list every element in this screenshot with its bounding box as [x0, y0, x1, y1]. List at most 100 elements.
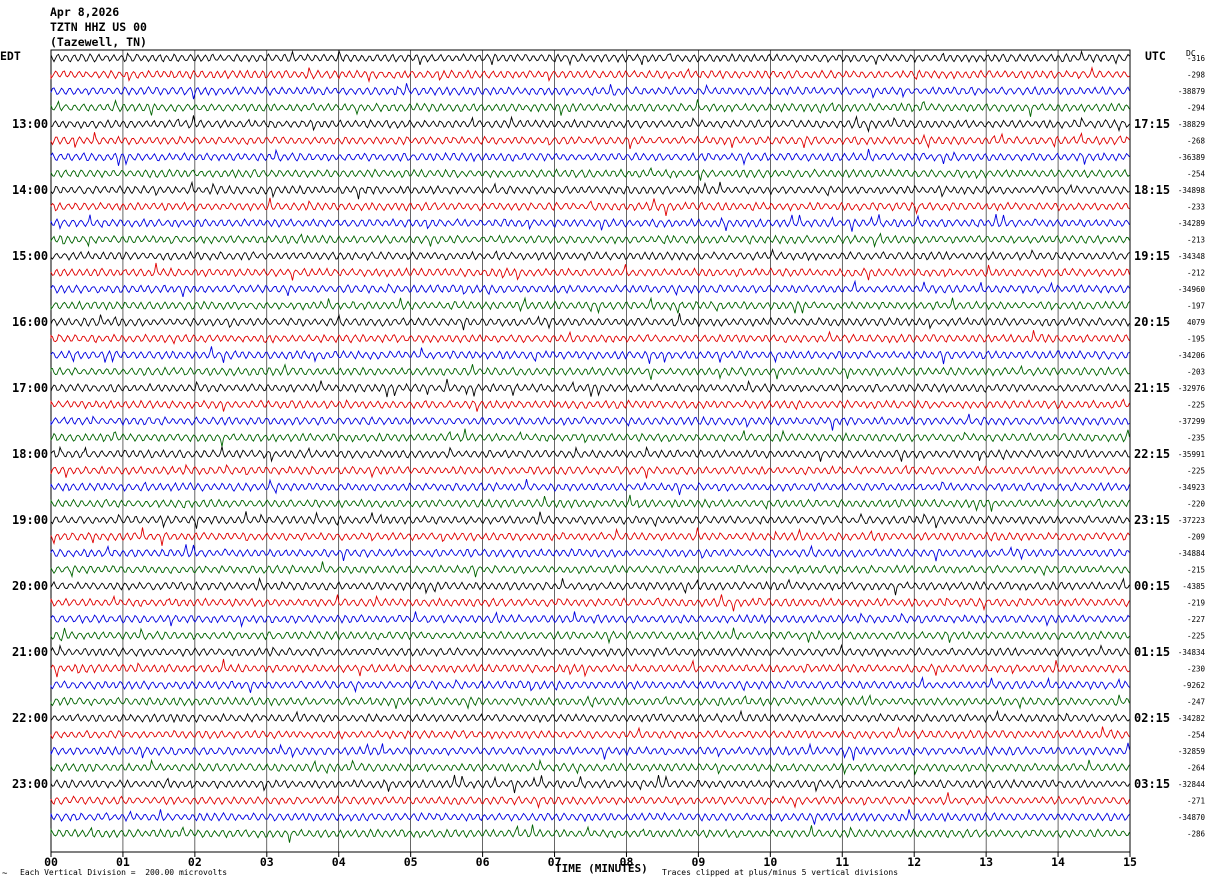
x-tick-label: 13	[979, 855, 993, 869]
left-time-label: 22:00	[12, 711, 48, 725]
dc-offset-label: -316	[1187, 54, 1206, 63]
dc-offset-label: -34870	[1178, 813, 1206, 822]
dc-offset-label: -36389	[1178, 153, 1205, 162]
x-tick-label: 08	[620, 855, 634, 869]
dc-offset-label: -247	[1187, 698, 1205, 707]
trace-line	[50, 262, 1130, 281]
dc-offset-label: -254	[1187, 731, 1206, 740]
dc-offset-label: -34282	[1178, 714, 1205, 723]
left-time-label: 17:00	[12, 381, 48, 395]
station-location: (Tazewell, TN)	[50, 35, 147, 49]
trace-line	[50, 180, 1130, 200]
x-tick-label: 09	[691, 855, 705, 869]
right-time-label: 00:15	[1134, 579, 1170, 593]
left-zone-label: EDT	[0, 49, 21, 63]
dc-offset-label: -38829	[1178, 120, 1205, 129]
dc-offset-label: -235	[1187, 434, 1205, 443]
trace-line	[50, 398, 1130, 412]
right-time-label: 22:15	[1134, 447, 1170, 461]
right-time-label: 01:15	[1134, 645, 1170, 659]
dc-offset-label: -219	[1187, 599, 1205, 608]
dc-offset-label: -34884	[1178, 549, 1206, 558]
trace-line	[50, 576, 1130, 596]
dc-offset-label: -34923	[1178, 483, 1205, 492]
dc-offset-label: -9262	[1182, 681, 1205, 690]
trace-line	[50, 676, 1130, 694]
dc-offset-label: -294	[1187, 104, 1206, 113]
right-time-label: 23:15	[1134, 513, 1170, 527]
trace-line	[50, 594, 1130, 612]
dc-offset-label: -34289	[1178, 219, 1205, 228]
trace-line	[50, 428, 1130, 447]
dc-offset-label: -38879	[1178, 87, 1205, 96]
trace-line	[50, 49, 1130, 67]
x-tick-label: 06	[476, 855, 490, 869]
dc-offset-label: -225	[1187, 401, 1205, 410]
trace-line	[50, 494, 1130, 512]
left-time-label: 20:00	[12, 579, 48, 593]
left-time-label: 16:00	[12, 315, 48, 329]
dc-offset-label: -298	[1187, 71, 1206, 80]
x-tick-label: 04	[332, 855, 346, 869]
dc-offset-label: -271	[1187, 797, 1205, 806]
right-time-label: 02:15	[1134, 711, 1170, 725]
right-time-label: 19:15	[1134, 249, 1170, 263]
trace-line	[50, 544, 1130, 562]
dc-offset-label: -268	[1187, 137, 1206, 146]
trace-line	[50, 742, 1130, 761]
x-tick-label: 03	[260, 855, 274, 869]
trace-line	[50, 166, 1130, 181]
plot-date: Apr 8,2026	[50, 5, 120, 19]
trace-line	[50, 413, 1130, 431]
trace-line	[50, 330, 1130, 345]
x-tick-label: 10	[763, 855, 777, 869]
trace-line	[50, 611, 1130, 628]
dc-offset-label: -195	[1187, 335, 1205, 344]
left-time-labels: 13:00 14:00 15:00 16:00 17:00 18:00 19:00 20:00…	[12, 117, 48, 791]
trace-line	[50, 809, 1130, 825]
dc-label: DC	[1186, 49, 1196, 58]
trace-line	[50, 658, 1130, 678]
dc-offset-label: -37299	[1178, 417, 1205, 426]
dc-offset-label: -37223	[1178, 516, 1205, 525]
dc-offset-label: -34206	[1178, 351, 1206, 360]
left-time-label: 15:00	[12, 249, 48, 263]
station-code: TZTN HHZ US 00	[50, 20, 147, 34]
x-tick-label: 15	[1123, 855, 1137, 869]
scale-note: Each Vertical Division = 200.00 microvol…	[20, 868, 228, 877]
dc-offset-label: -220	[1187, 500, 1206, 509]
trace-line	[50, 313, 1130, 331]
dc-offset-label: -264	[1187, 764, 1206, 773]
trace-line	[50, 99, 1130, 117]
trace-line	[50, 214, 1130, 232]
dc-offset-label: -209	[1187, 533, 1205, 542]
trace-line	[50, 248, 1130, 262]
dc-offset-label: -213	[1187, 236, 1205, 245]
right-time-labels: 17:15 18:15 19:15 20:15 21:15 22:15 23:15 00:15…	[1134, 117, 1170, 791]
trace-line	[50, 148, 1130, 166]
dc-offset-label: -254	[1187, 170, 1206, 179]
trace-line	[50, 296, 1130, 315]
dc-offset-label: -35991	[1178, 450, 1205, 459]
x-tick-label: 05	[404, 855, 418, 869]
dc-offset-label: -203	[1187, 368, 1205, 377]
x-tick-label: 00	[44, 855, 58, 869]
trace-line	[50, 346, 1130, 365]
right-time-label: 03:15	[1134, 777, 1170, 791]
x-tick-label: 12	[907, 855, 921, 869]
right-zone-label: UTC	[1145, 49, 1166, 63]
left-time-label: 18:00	[12, 447, 48, 461]
corner-mark: ~	[2, 869, 8, 879]
trace-line	[50, 561, 1130, 579]
x-tick-label: 07	[548, 855, 562, 869]
dc-offset-label: -34960	[1178, 285, 1206, 294]
dc-offset-label: -233	[1187, 203, 1205, 212]
trace-line	[50, 279, 1130, 298]
x-axis-title: TIME (MINUTES)	[555, 862, 648, 875]
dc-offset-label: -34898	[1178, 186, 1206, 195]
dc-offset-label: -225	[1187, 632, 1205, 641]
left-time-label: 23:00	[12, 777, 48, 791]
x-axis-ticks: 00 01 02 03 04 05 06 07 08 09 10 11 12 13 14 15	[44, 852, 1137, 869]
trace-line	[50, 527, 1130, 546]
